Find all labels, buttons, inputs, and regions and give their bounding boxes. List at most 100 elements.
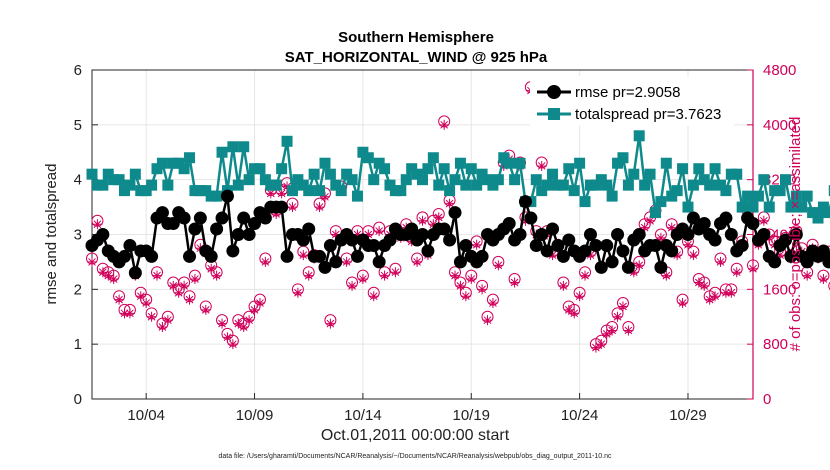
obs-assimilated-point xyxy=(222,332,233,343)
obs-assimilated-point xyxy=(731,267,742,278)
rmse-point xyxy=(329,255,343,269)
rmse-point xyxy=(518,195,532,209)
series-layer xyxy=(85,81,830,353)
legend: rmse pr=2.9058 totalspread pr=3.7623 xyxy=(530,76,734,126)
rmse-point xyxy=(237,211,251,225)
totalspread-point xyxy=(129,168,141,180)
rmse-point xyxy=(556,249,570,263)
totalspread-point xyxy=(568,185,580,197)
y-tick-label-right: 1600 xyxy=(763,281,796,298)
obs-assimilated-point xyxy=(179,280,190,291)
obs-assimilated-point xyxy=(536,160,547,171)
obs-assimilated-point xyxy=(617,301,628,312)
rmse-point xyxy=(128,266,142,280)
obs-assimilated-point xyxy=(482,315,493,326)
obs-assimilated-point xyxy=(682,239,693,250)
totalspread-point xyxy=(677,163,689,175)
totalspread-point xyxy=(351,190,363,202)
totalspread-point xyxy=(617,152,629,164)
obs-assimilated-point xyxy=(141,298,152,309)
obs-assimilated-point xyxy=(558,280,569,291)
rmse-point xyxy=(719,211,733,225)
totalspread-point xyxy=(86,168,98,180)
obs-assimilated-point xyxy=(720,287,731,298)
obs-assimilated-point xyxy=(244,315,255,326)
obs-assimilated-point xyxy=(152,270,163,281)
obs-assimilated-point xyxy=(314,202,325,213)
totalspread-point xyxy=(563,163,575,175)
x-tick-label: 10/19 xyxy=(452,407,490,424)
obs-assimilated-point xyxy=(92,219,103,230)
obs-assimilated-point xyxy=(471,239,482,250)
obs-assimilated-point xyxy=(260,256,271,267)
rmse-point xyxy=(204,249,218,263)
obs-possible-point xyxy=(828,281,830,291)
obs-assimilated-point xyxy=(276,188,287,199)
rmse-point xyxy=(654,260,668,274)
rmse-point xyxy=(231,228,245,241)
obs-assimilated-point xyxy=(715,256,726,267)
rmse-point xyxy=(242,228,256,241)
totalspread-point xyxy=(216,146,228,158)
totalspread-point xyxy=(449,174,461,186)
y-tick-label-right: 4800 xyxy=(763,62,796,79)
obs-assimilated-point xyxy=(87,256,97,267)
totalspread-point xyxy=(113,174,125,186)
totalspread-point xyxy=(281,135,293,147)
y-tick-label-left: 1 xyxy=(74,336,82,353)
obs-assimilated-point xyxy=(357,274,368,285)
obs-assimilated-point xyxy=(634,260,645,271)
obs-assimilated-point xyxy=(509,277,520,288)
obs-assimilated-point xyxy=(569,308,580,319)
rmse-point xyxy=(746,217,760,231)
obs-assimilated-point xyxy=(124,308,135,319)
obs-assimilated-point xyxy=(688,250,699,261)
rmse-point xyxy=(562,233,576,247)
totalspread-point xyxy=(574,157,586,169)
totalspread-point xyxy=(736,201,748,213)
totalspread-point xyxy=(660,157,672,169)
totalspread-point xyxy=(541,179,553,191)
rmse-point xyxy=(621,260,635,274)
totalspread-point xyxy=(628,168,640,180)
totalspread-point xyxy=(211,190,223,202)
x-tick-label: 10/29 xyxy=(669,407,707,424)
obs-assimilated-point xyxy=(628,267,639,278)
totalspread-point xyxy=(774,185,786,197)
rmse-point xyxy=(443,233,457,247)
totalspread-point xyxy=(232,179,244,191)
rmse-point xyxy=(768,255,782,269)
obs-assimilated-point xyxy=(493,260,504,271)
rmse-point xyxy=(367,238,381,252)
obs-assimilated-point xyxy=(726,287,737,298)
rmse-point xyxy=(123,238,137,252)
rmse-point xyxy=(183,249,197,263)
obs-assimilated-point xyxy=(607,325,618,336)
obs-assimilated-point xyxy=(347,280,358,291)
obs-assimilated-point xyxy=(217,318,228,329)
totalspread-point xyxy=(731,168,743,180)
totalspread-point xyxy=(178,163,190,175)
rmse-point xyxy=(816,244,830,258)
obs-assimilated-point xyxy=(146,311,157,322)
obs-assimilated-point xyxy=(249,304,260,315)
obs-assimilated-point xyxy=(477,284,488,295)
totalspread-point xyxy=(270,179,282,191)
x-tick-label: 10/14 xyxy=(344,407,382,424)
totalspread-point xyxy=(319,157,331,169)
obs-assimilated-point xyxy=(417,215,428,226)
rmse-point xyxy=(177,211,191,225)
totalspread-point xyxy=(687,179,699,191)
obs-assimilated-point xyxy=(639,222,650,233)
totalspread-point xyxy=(324,168,336,180)
obs-assimilated-point xyxy=(748,263,758,274)
totalspread-point xyxy=(812,212,824,224)
obs-assimilated-point xyxy=(379,270,390,281)
rmse-point xyxy=(724,228,738,241)
rmse-point xyxy=(529,238,543,252)
legend-totalspread-marker xyxy=(548,108,560,120)
obs-assimilated-point xyxy=(103,270,114,281)
totalspread-point xyxy=(752,190,764,202)
rmse-point xyxy=(437,222,451,236)
